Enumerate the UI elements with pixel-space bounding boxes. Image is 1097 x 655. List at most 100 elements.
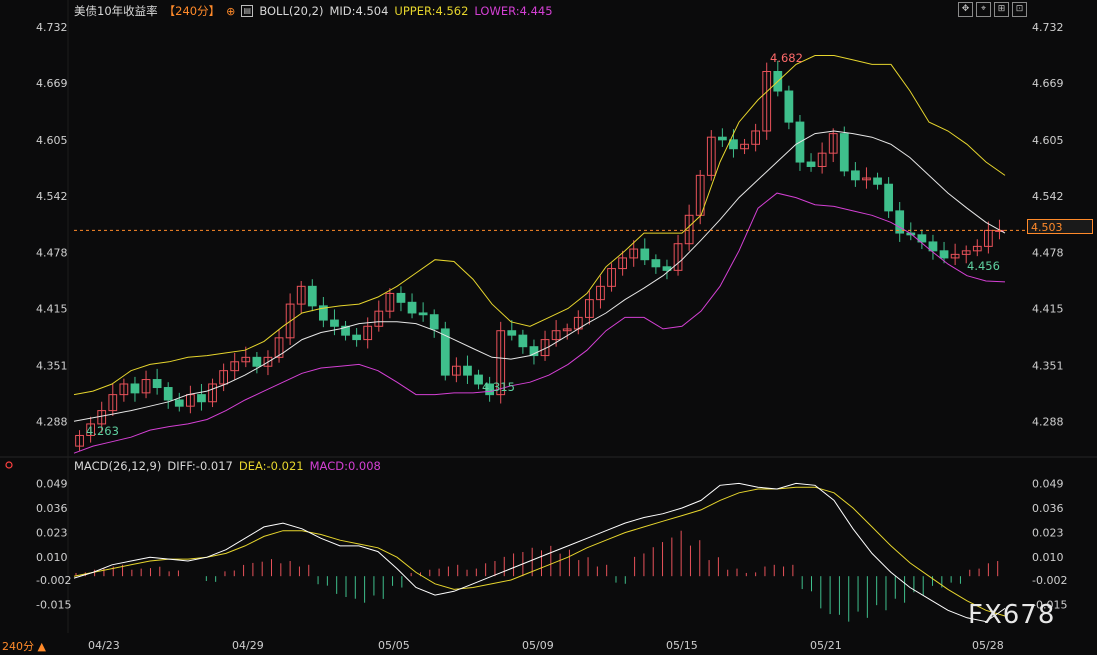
price-tick-right: 4.605	[1032, 134, 1064, 147]
macd-tick-right: 0.010	[1032, 551, 1064, 564]
crosshair-icon[interactable]: ⌖	[976, 2, 991, 17]
macd-dea-line	[73, 486, 1006, 617]
candle-body	[518, 334, 528, 348]
candle-body	[318, 305, 328, 321]
symbol-name[interactable]: 美债10年收益率	[74, 4, 158, 18]
boll-upper-value: UPPER:4.562	[394, 4, 469, 18]
candle-body	[584, 299, 594, 318]
candle-body	[629, 248, 639, 259]
candle-body	[596, 285, 605, 301]
zoom-icon[interactable]: ⊞	[994, 2, 1009, 17]
macd-tick-left: 0.010	[36, 551, 68, 564]
x-tick-label: 05/28	[972, 639, 1004, 652]
annotation-high: 4.682	[770, 51, 803, 65]
candle-body	[152, 379, 162, 389]
period-selector[interactable]: 240分 ▲	[2, 640, 46, 653]
indicator-marker-icon	[5, 461, 13, 469]
macd-hist-value: MACD:0.008	[309, 459, 381, 473]
candle-body	[296, 285, 306, 305]
x-tick-label: 04/29	[232, 639, 264, 652]
candle-body	[352, 334, 362, 341]
candle-body	[651, 259, 661, 268]
price-tick-right: 4.542	[1032, 190, 1064, 203]
candle-body	[407, 301, 417, 314]
candle-body	[540, 339, 550, 357]
candle-body	[529, 346, 539, 357]
candle-body	[263, 356, 273, 367]
macd-tick-right: 0.049	[1032, 477, 1064, 490]
candle-body	[706, 136, 716, 176]
candle-body	[839, 133, 849, 172]
price-tick-right: 4.478	[1032, 247, 1064, 260]
macd-tick-left: -0.015	[36, 599, 71, 612]
candle-body	[418, 312, 428, 316]
x-tick-label: 05/05	[378, 639, 410, 652]
boll-mid-value: MID:4.504	[329, 4, 389, 18]
annotation-low-start: 4.263	[86, 424, 119, 438]
price-tick-left: 4.732	[36, 21, 68, 34]
candle-body	[241, 356, 251, 363]
macd-tick-right: -0.015	[1032, 599, 1067, 612]
candle-body	[108, 394, 118, 412]
candle-body	[806, 161, 816, 167]
candle-body	[130, 383, 140, 394]
boll-upper-line	[73, 55, 1006, 396]
price-tick-left: 4.669	[36, 77, 68, 90]
candle-body	[828, 133, 838, 154]
macd-tick-left: 0.049	[36, 477, 68, 490]
candle-body	[219, 370, 229, 385]
candle-body	[119, 383, 129, 396]
macd-tick-left: 0.023	[36, 527, 68, 540]
candle-body	[862, 177, 871, 181]
price-tick-right: 4.351	[1032, 359, 1064, 372]
chart-legend: 美债10年收益率 【240分】 ⊕ ▤ BOLL(20,2) MID:4.504…	[74, 3, 553, 19]
candle-body	[385, 292, 395, 312]
price-tick-left: 4.478	[36, 247, 68, 260]
settings-icon[interactable]: ⊡	[1012, 2, 1027, 17]
price-tick-left: 4.542	[36, 190, 68, 203]
chart-toolbar: ✥ ⌖ ⊞ ⊡	[958, 2, 1027, 17]
macd-tick-right: 0.023	[1032, 527, 1064, 540]
price-tick-right: 4.669	[1032, 77, 1064, 90]
price-tick-right: 4.415	[1032, 303, 1064, 316]
candle-body	[474, 374, 483, 385]
candle-body	[341, 325, 350, 336]
boll-indicator-label[interactable]: BOLL(20,2)	[259, 4, 324, 18]
candle-body	[717, 136, 727, 141]
watermark: FX678	[968, 600, 1056, 630]
clock-icon[interactable]: ⊕	[226, 4, 236, 18]
candle-body	[895, 210, 905, 234]
x-tick-label: 05/21	[810, 639, 842, 652]
candle-body	[451, 365, 461, 376]
boll-lower-line	[73, 192, 1006, 454]
candle-body	[740, 143, 749, 150]
price-tick-right: 4.732	[1032, 21, 1064, 34]
candle-body	[640, 248, 650, 261]
x-tick-label: 05/09	[522, 639, 554, 652]
macd-indicator-label[interactable]: MACD(26,12,9)	[74, 459, 162, 473]
candle-body	[618, 257, 628, 270]
boll-indicator-icon[interactable]: ▤	[241, 5, 254, 17]
candle-body	[817, 152, 827, 167]
boll-mid-line	[73, 130, 1006, 422]
candle-body	[141, 379, 151, 394]
macd-tick-right: -0.002	[1032, 574, 1067, 587]
candle-body	[917, 234, 927, 243]
candle-body	[374, 310, 384, 327]
candle-body	[307, 285, 317, 307]
candle-body	[429, 314, 439, 330]
price-tick-left: 4.288	[36, 415, 68, 428]
macd-diff-line	[73, 482, 1006, 623]
period-label[interactable]: 【240分】	[163, 4, 221, 18]
move-icon[interactable]: ✥	[958, 2, 973, 17]
macd-tick-left: 0.036	[36, 502, 68, 515]
candle-body	[762, 70, 772, 132]
candle-body	[252, 356, 262, 367]
macd-diff-value: DIFF:-0.017	[167, 459, 233, 473]
current-price-tag: 4.503	[1027, 219, 1093, 234]
candle-body	[230, 361, 240, 372]
macd-legend: MACD(26,12,9) DIFF:-0.017 DEA:-0.021 MAC…	[74, 459, 381, 473]
price-tick-right: 4.288	[1032, 415, 1064, 428]
candle-body	[873, 177, 882, 185]
